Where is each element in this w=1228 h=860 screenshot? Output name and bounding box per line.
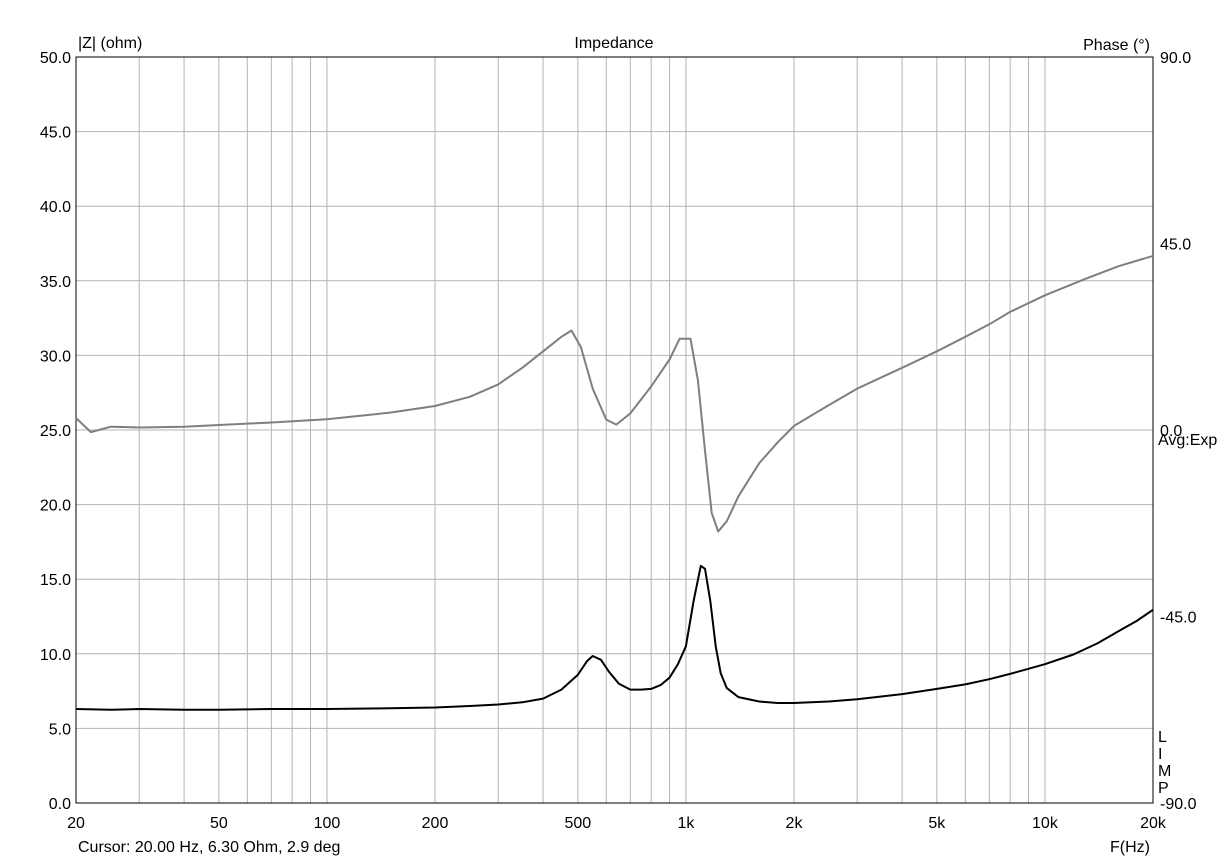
y-right-tick-label: 0.0 xyxy=(1160,423,1182,440)
y-left-tick-label: 5.0 xyxy=(49,721,71,738)
impedance-magnitude-line xyxy=(75,564,1154,711)
right-axis-label: Phase (°) xyxy=(1083,37,1150,54)
x-tick-label: 20k xyxy=(1140,815,1167,832)
series-tag-letter: P xyxy=(1158,780,1169,797)
x-tick-label: 500 xyxy=(565,815,592,832)
series-layer xyxy=(75,254,1154,711)
series-tag-letter: I xyxy=(1158,746,1162,763)
y-left-tick-label: 10.0 xyxy=(40,647,71,664)
cursor-readout: Cursor: 20.00 Hz, 6.30 Ohm, 2.9 deg xyxy=(78,839,340,856)
y-right-tick-label: -90.0 xyxy=(1160,796,1197,813)
averaging-label: Avg:Exp xyxy=(1158,432,1217,449)
y-left-tick-label: 20.0 xyxy=(40,498,71,515)
y-left-tick-label: 45.0 xyxy=(40,125,71,142)
x-axis-label: F(Hz) xyxy=(1110,839,1150,856)
chart-title: Impedance xyxy=(574,35,653,52)
series-tag-letter: M xyxy=(1158,763,1171,780)
x-tick-label: 200 xyxy=(422,815,449,832)
y-left-tick-label: 0.0 xyxy=(49,796,71,813)
y-left-tick-label: 25.0 xyxy=(40,423,71,440)
x-tick-label: 50 xyxy=(210,815,228,832)
x-tick-label: 10k xyxy=(1032,815,1059,832)
y-left-tick-label: 35.0 xyxy=(40,274,71,291)
y-left-tick-label: 15.0 xyxy=(40,572,71,589)
grid xyxy=(76,57,1153,803)
y-left-tick-label: 50.0 xyxy=(40,50,71,67)
x-tick-label: 100 xyxy=(314,815,341,832)
phase-line xyxy=(75,254,1154,533)
y-right-tick-label: 45.0 xyxy=(1160,237,1191,254)
x-tick-label: 20 xyxy=(67,815,85,832)
y-right-tick-label: -45.0 xyxy=(1160,610,1197,627)
left-axis-label: |Z| (ohm) xyxy=(78,35,142,52)
y-left-tick-label: 40.0 xyxy=(40,199,71,216)
plot-frame xyxy=(75,56,1154,804)
series-tag-letter: L xyxy=(1158,729,1167,746)
x-tick-label: 1k xyxy=(677,815,695,832)
y-left-tick-label: 30.0 xyxy=(40,348,71,365)
y-right-tick-label: 90.0 xyxy=(1160,50,1191,67)
x-tick-label: 2k xyxy=(786,815,804,832)
tick-labels: 0.0 5.0 10.0 15.0 20.0 25.0 30.0 35.0 40.0 45.0 50… xyxy=(40,50,1197,832)
x-tick-label: 5k xyxy=(928,815,946,832)
